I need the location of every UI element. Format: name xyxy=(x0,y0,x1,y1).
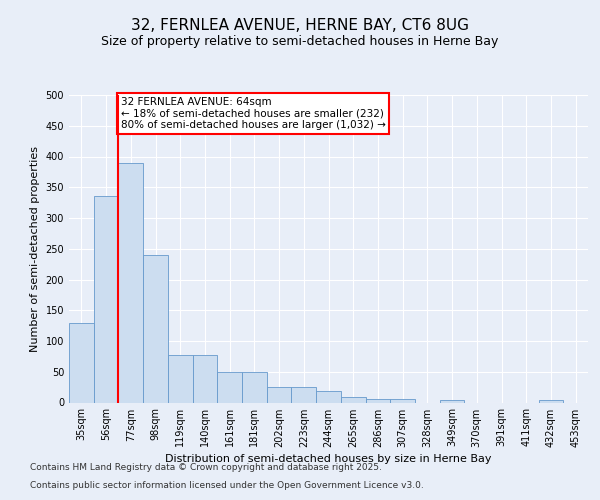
Bar xyxy=(118,162,143,402)
Bar xyxy=(217,372,242,402)
Bar xyxy=(193,354,217,403)
Bar xyxy=(242,372,267,402)
Bar xyxy=(143,255,168,402)
Text: 32, FERNLEA AVENUE, HERNE BAY, CT6 8UG: 32, FERNLEA AVENUE, HERNE BAY, CT6 8UG xyxy=(131,18,469,32)
Bar xyxy=(539,400,563,402)
X-axis label: Distribution of semi-detached houses by size in Herne Bay: Distribution of semi-detached houses by … xyxy=(165,454,492,464)
Bar xyxy=(69,322,94,402)
Bar xyxy=(440,400,464,402)
Bar xyxy=(94,196,118,402)
Y-axis label: Number of semi-detached properties: Number of semi-detached properties xyxy=(30,146,40,352)
Bar xyxy=(390,399,415,402)
Bar xyxy=(292,386,316,402)
Bar xyxy=(365,399,390,402)
Text: 32 FERNLEA AVENUE: 64sqm
← 18% of semi-detached houses are smaller (232)
80% of : 32 FERNLEA AVENUE: 64sqm ← 18% of semi-d… xyxy=(121,97,386,130)
Bar xyxy=(267,386,292,402)
Text: Contains HM Land Registry data © Crown copyright and database right 2025.: Contains HM Land Registry data © Crown c… xyxy=(30,464,382,472)
Bar xyxy=(168,354,193,403)
Bar xyxy=(316,392,341,402)
Text: Size of property relative to semi-detached houses in Herne Bay: Size of property relative to semi-detach… xyxy=(101,35,499,48)
Bar xyxy=(341,397,365,402)
Text: Contains public sector information licensed under the Open Government Licence v3: Contains public sector information licen… xyxy=(30,481,424,490)
